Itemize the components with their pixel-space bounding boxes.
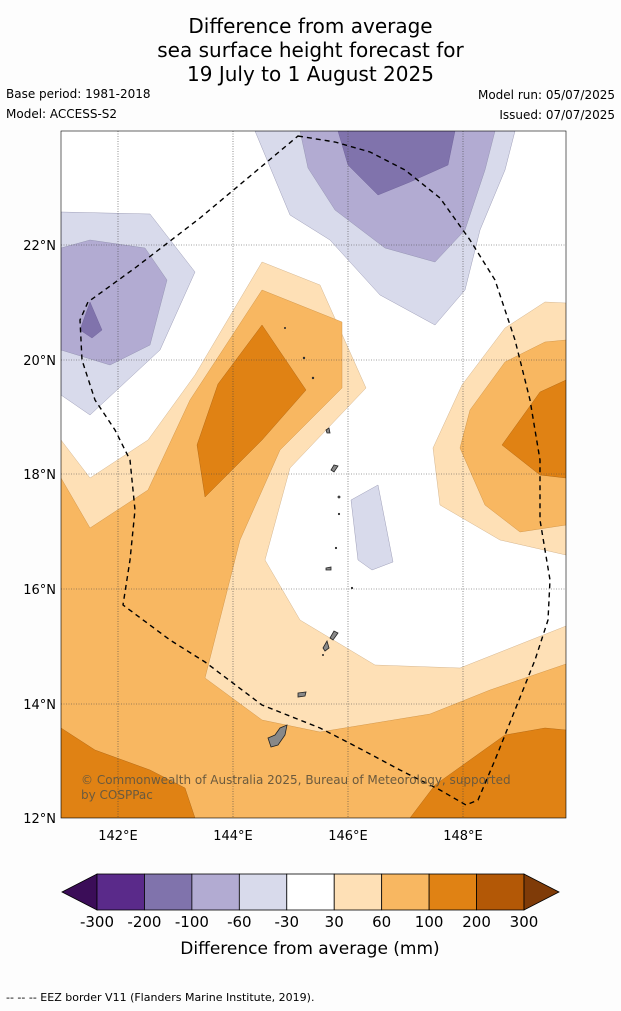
colorbar-tick-label: -100 — [175, 913, 209, 931]
colorbar-tick-label: 60 — [372, 913, 391, 931]
issued-date: Issued: 07/07/2025 — [499, 108, 615, 122]
colorbar-segment — [238, 873, 288, 911]
colorbar-segment — [333, 873, 383, 911]
longitude-axis: 142°E 144°E 146°E 148°E — [98, 829, 483, 844]
lat-tick-label: 22°N — [23, 239, 56, 254]
lat-tick-label: 14°N — [23, 698, 56, 713]
colorbar-segment — [191, 873, 240, 911]
colorbar-tick-label: 100 — [415, 913, 444, 931]
negative-anomaly-contours — [61, 131, 516, 571]
title-line-1: Difference from average — [188, 14, 433, 38]
colorbar-low-extension — [61, 873, 98, 911]
model-name: Model: ACCESS-S2 — [6, 107, 118, 121]
colorbar-tick-label: 300 — [510, 913, 539, 931]
colorbar-tick-label: -200 — [127, 913, 161, 931]
lon-tick-label: 148°E — [443, 829, 483, 844]
lat-tick-label: 18°N — [23, 468, 56, 483]
copyright-line-2: by COSPPac — [81, 788, 153, 802]
colorbar-tick-label: -60 — [227, 913, 252, 931]
colorbar-tick-label: -300 — [80, 913, 114, 931]
copyright-line-1: © Commonwealth of Australia 2025, Bureau… — [81, 773, 511, 787]
title-line-3: 19 July to 1 August 2025 — [187, 62, 434, 86]
eez-footnote: -- -- -- EEZ border V11 (Flanders Marine… — [6, 991, 315, 1004]
colorbar-segment — [96, 873, 145, 911]
colorbar-high-extension — [523, 873, 560, 911]
map-frame — [60, 130, 567, 819]
colorbar-tick-label: -30 — [275, 913, 300, 931]
lon-tick-label: 142°E — [98, 829, 138, 844]
island-landmasses — [267, 326, 354, 748]
title-line-2: sea surface height forecast for — [157, 38, 464, 62]
lon-tick-label: 146°E — [328, 829, 368, 844]
lon-tick-label: 144°E — [213, 829, 253, 844]
lat-tick-label: 16°N — [23, 583, 56, 598]
colorbar-segment — [428, 873, 477, 911]
base-period: Base period: 1981-2018 — [6, 87, 151, 101]
positive-anomaly-contours — [61, 261, 566, 818]
latitude-axis: 22°N 20°N 18°N 16°N 14°N 12°N — [23, 239, 56, 827]
lat-tick-label: 20°N — [23, 354, 56, 369]
colorbar-segment — [476, 873, 525, 911]
map-title: Difference from average sea surface heig… — [0, 14, 621, 86]
colorbar-tick-label: 200 — [462, 913, 491, 931]
colorbar-tick-label: 30 — [325, 913, 344, 931]
colorbar-segment — [381, 873, 430, 911]
map-gridlines — [61, 131, 566, 818]
model-run: Model run: 05/07/2025 — [477, 88, 615, 102]
colorbar-segment — [144, 873, 193, 911]
map-plot-area: © Commonwealth of Australia 2025, Bureau… — [61, 131, 566, 818]
colorbar: -300 -200 -100 -60 -30 30 60 100 200 300 Differen… — [61, 873, 560, 959]
eez-border — [79, 135, 551, 806]
colorbar-segment — [286, 873, 335, 911]
colorbar-title: Difference from average (mm) — [180, 939, 439, 959]
lat-tick-label: 12°N — [23, 812, 56, 827]
